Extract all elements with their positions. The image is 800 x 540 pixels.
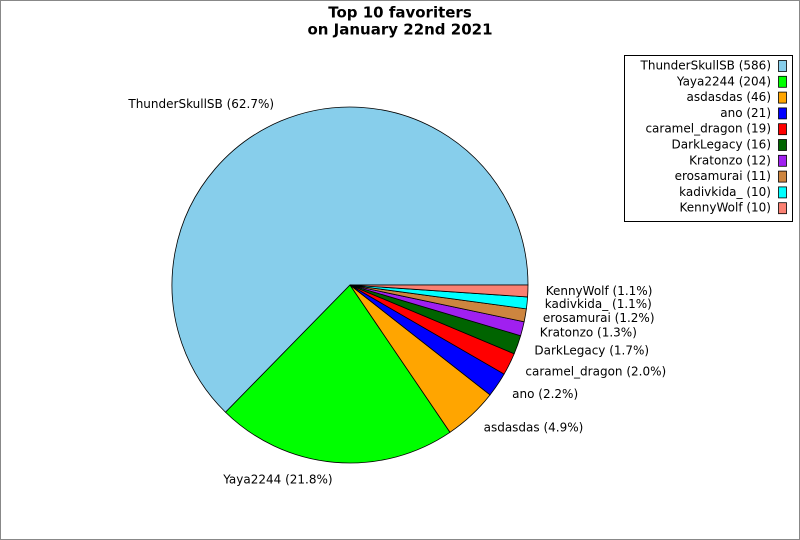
legend-swatch (778, 202, 787, 215)
legend-swatch (778, 60, 787, 72)
legend-swatch (778, 75, 787, 88)
slice-label: ano (2.2%) (512, 387, 578, 401)
legend-label: Kratonzo (12) (689, 153, 771, 167)
legend-label: Yaya2244 (204) (676, 74, 771, 88)
legend-swatch (778, 107, 787, 120)
pie-slice (224, 284, 451, 464)
slice-label: KennyWolf (1.1%) (546, 284, 653, 298)
pie-slice (171, 106, 529, 413)
slice-label: erosamurai (1.2%) (543, 311, 655, 325)
chart-title: on January 22nd 2021 (307, 21, 492, 39)
slice-label: asdasdas (4.9%) (484, 421, 584, 435)
legend-label: caramel_dragon (19) (645, 122, 771, 136)
slice-label: Kratonzo (1.3%) (540, 326, 637, 340)
slice-label: ThunderSkullSB (62.7%) (127, 97, 274, 111)
legend-label: kadivkida_ (10) (679, 185, 771, 199)
legend-label: ano (21) (720, 106, 771, 120)
slice-label: kadivkida_ (1.1%) (545, 297, 652, 311)
legend-label: erosamurai (11) (675, 169, 771, 183)
slice-label: DarkLegacy (1.7%) (534, 343, 649, 357)
legend-swatch (778, 139, 787, 151)
legend-label: DarkLegacy (16) (672, 138, 771, 152)
legend-swatch (778, 154, 787, 167)
legend-swatch (778, 186, 787, 199)
legend-label: asdasdas (46) (687, 90, 772, 104)
pie-slice (349, 284, 529, 298)
slice-label: Yaya2244 (21.8%) (222, 473, 332, 487)
legend-label: ThunderSkullSB (586) (640, 59, 771, 73)
legend-swatch (778, 91, 787, 104)
legend-swatch (778, 123, 787, 136)
legend-label: KennyWolf (10) (680, 201, 771, 215)
legend-box (624, 55, 793, 222)
legend-swatch (778, 170, 787, 183)
chart-title: Top 10 favoriters (328, 4, 472, 22)
slice-label: caramel_dragon (2.0%) (525, 364, 666, 378)
